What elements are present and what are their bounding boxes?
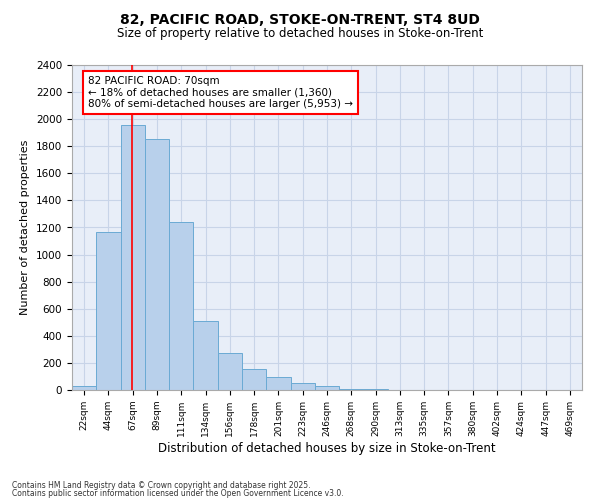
Bar <box>266 377 290 390</box>
Bar <box>242 369 266 390</box>
Bar <box>315 386 339 390</box>
Bar <box>145 140 169 390</box>
Text: 82 PACIFIC ROAD: 70sqm
← 18% of detached houses are smaller (1,360)
80% of semi-: 82 PACIFIC ROAD: 70sqm ← 18% of detached… <box>88 76 353 109</box>
Bar <box>218 353 242 390</box>
Text: 82, PACIFIC ROAD, STOKE-ON-TRENT, ST4 8UD: 82, PACIFIC ROAD, STOKE-ON-TRENT, ST4 8U… <box>120 12 480 26</box>
Text: Contains HM Land Registry data © Crown copyright and database right 2025.: Contains HM Land Registry data © Crown c… <box>12 480 311 490</box>
Bar <box>96 232 121 390</box>
Text: Size of property relative to detached houses in Stoke-on-Trent: Size of property relative to detached ho… <box>117 28 483 40</box>
X-axis label: Distribution of detached houses by size in Stoke-on-Trent: Distribution of detached houses by size … <box>158 442 496 454</box>
Bar <box>169 222 193 390</box>
Bar <box>290 383 315 390</box>
Bar <box>121 124 145 390</box>
Bar <box>193 321 218 390</box>
Bar <box>72 386 96 390</box>
Y-axis label: Number of detached properties: Number of detached properties <box>20 140 31 315</box>
Text: Contains public sector information licensed under the Open Government Licence v3: Contains public sector information licen… <box>12 489 344 498</box>
Bar <box>339 388 364 390</box>
